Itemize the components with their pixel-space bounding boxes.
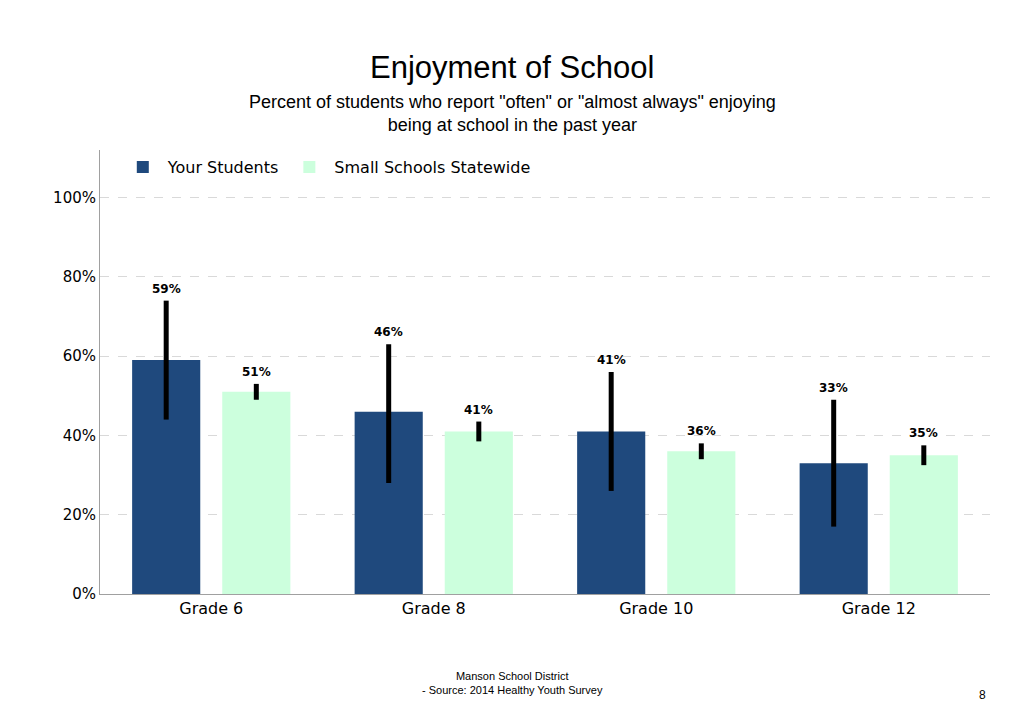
svg-text:Enjoyment of School: Enjoyment of School (370, 50, 654, 85)
svg-text:20%: 20% (63, 506, 96, 524)
svg-text:59%: 59% (152, 282, 181, 296)
svg-text:Grade 10: Grade 10 (619, 599, 693, 618)
svg-text:40%: 40% (63, 427, 96, 445)
svg-text:41%: 41% (597, 353, 626, 367)
svg-text:Grade 12: Grade 12 (842, 599, 916, 618)
svg-text:33%: 33% (819, 381, 848, 395)
svg-text:Your Students: Your Students (167, 158, 279, 177)
svg-text:36%: 36% (687, 424, 716, 438)
svg-text:0%: 0% (72, 585, 96, 603)
svg-text:8: 8 (979, 688, 986, 702)
svg-text:35%: 35% (909, 426, 938, 440)
svg-text:Small Schools Statewide: Small Schools Statewide (334, 158, 530, 177)
svg-text:Manson School District- Source: Manson School District- Source: 2014 Hea… (422, 670, 603, 696)
svg-text:Percent of students who report: Percent of students who report "often" o… (249, 92, 776, 135)
svg-text:Grade 6: Grade 6 (179, 599, 243, 618)
svg-text:51%: 51% (242, 365, 271, 379)
svg-text:100%: 100% (53, 189, 96, 207)
svg-text:80%: 80% (63, 268, 96, 286)
svg-text:46%: 46% (374, 325, 403, 339)
svg-text:60%: 60% (63, 347, 96, 365)
svg-text:Grade 8: Grade 8 (402, 599, 466, 618)
svg-text:41%: 41% (464, 403, 493, 417)
